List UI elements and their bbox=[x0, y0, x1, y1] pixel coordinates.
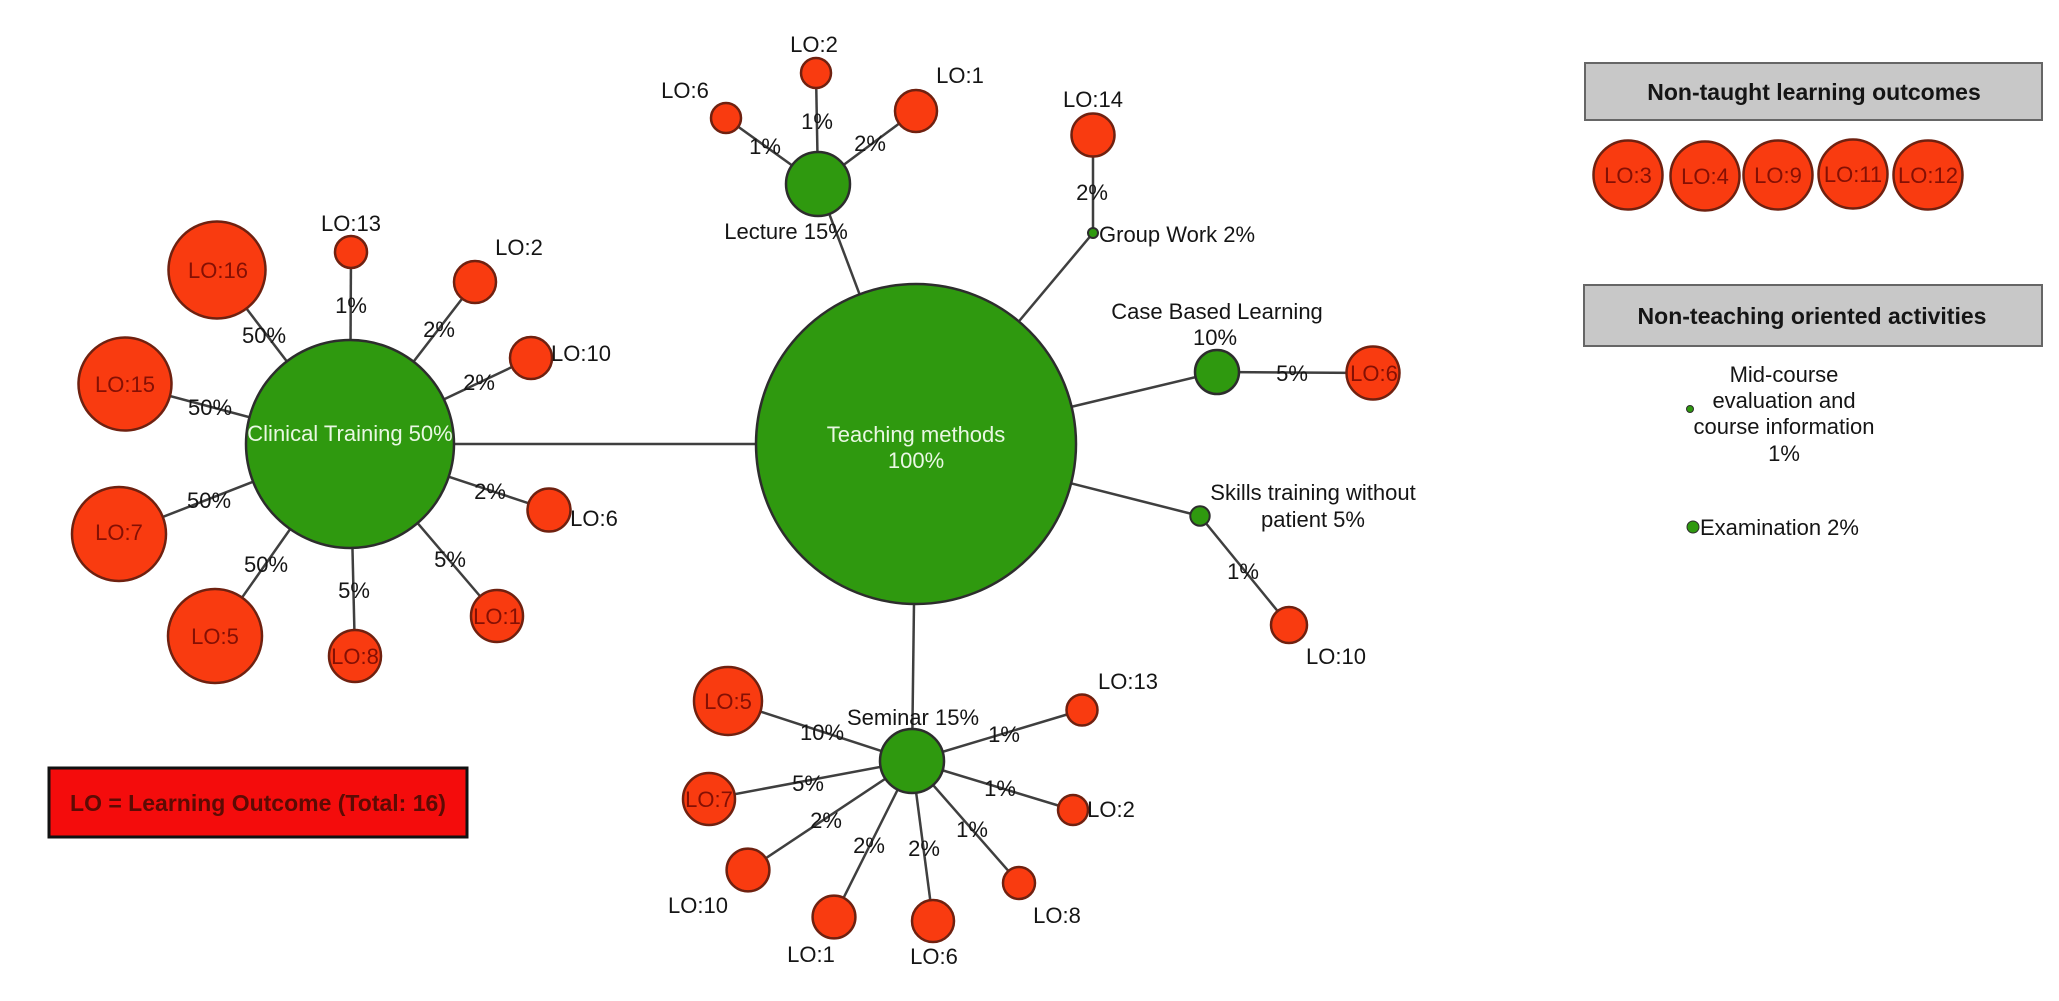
svg-text:course information: course information bbox=[1694, 414, 1875, 439]
svg-text:2%: 2% bbox=[1076, 180, 1108, 205]
svg-text:LO:2: LO:2 bbox=[495, 235, 543, 260]
svg-text:LO:10: LO:10 bbox=[668, 893, 728, 918]
svg-text:LO:8: LO:8 bbox=[1033, 903, 1081, 928]
svg-text:LO:13: LO:13 bbox=[1098, 669, 1158, 694]
svg-text:5%: 5% bbox=[434, 547, 466, 572]
svg-text:LO:9: LO:9 bbox=[1754, 163, 1802, 188]
svg-text:50%: 50% bbox=[187, 488, 231, 513]
svg-text:LO:10: LO:10 bbox=[551, 341, 611, 366]
svg-text:50%: 50% bbox=[242, 323, 286, 348]
svg-text:2%: 2% bbox=[854, 131, 886, 156]
svg-text:evaluation and: evaluation and bbox=[1712, 388, 1855, 413]
svg-text:LO:4: LO:4 bbox=[1681, 164, 1729, 189]
svg-text:LO:2: LO:2 bbox=[1087, 797, 1135, 822]
svg-text:LO:6: LO:6 bbox=[661, 78, 709, 103]
svg-text:LO:10: LO:10 bbox=[1306, 644, 1366, 669]
svg-text:5%: 5% bbox=[1276, 361, 1308, 386]
svg-text:2%: 2% bbox=[474, 479, 506, 504]
svg-text:1%: 1% bbox=[988, 722, 1020, 747]
svg-text:2%: 2% bbox=[463, 370, 495, 395]
svg-text:LO:14: LO:14 bbox=[1063, 87, 1123, 112]
svg-text:LO:11: LO:11 bbox=[1824, 162, 1882, 187]
svg-text:Non-teaching oriented activiti: Non-teaching oriented activities bbox=[1638, 303, 1987, 329]
svg-text:LO:1: LO:1 bbox=[787, 942, 835, 967]
svg-text:2%: 2% bbox=[423, 317, 455, 342]
svg-text:LO:13: LO:13 bbox=[321, 211, 381, 236]
svg-text:LO:6: LO:6 bbox=[570, 506, 618, 531]
svg-text:Group Work 2%: Group Work 2% bbox=[1099, 222, 1255, 247]
svg-text:LO:2: LO:2 bbox=[790, 32, 838, 57]
svg-text:Non-taught learning outcomes: Non-taught learning outcomes bbox=[1647, 79, 1981, 105]
svg-text:LO:6: LO:6 bbox=[1350, 361, 1398, 386]
svg-text:LO:1: LO:1 bbox=[473, 604, 521, 629]
svg-text:50%: 50% bbox=[188, 395, 232, 420]
svg-text:1%: 1% bbox=[984, 776, 1016, 801]
svg-text:5%: 5% bbox=[792, 771, 824, 796]
svg-text:100%: 100% bbox=[888, 448, 944, 473]
svg-text:Case Based Learning: Case Based Learning bbox=[1111, 299, 1323, 324]
svg-text:2%: 2% bbox=[853, 833, 885, 858]
svg-text:1%: 1% bbox=[749, 134, 781, 159]
svg-text:LO:15: LO:15 bbox=[95, 372, 155, 397]
svg-text:LO:5: LO:5 bbox=[704, 689, 752, 714]
svg-text:1%: 1% bbox=[801, 109, 833, 134]
svg-text:LO:7: LO:7 bbox=[685, 787, 733, 812]
svg-text:1%: 1% bbox=[335, 293, 367, 318]
svg-text:LO:12: LO:12 bbox=[1898, 163, 1958, 188]
svg-text:LO:3: LO:3 bbox=[1604, 163, 1652, 188]
svg-text:LO:8: LO:8 bbox=[331, 644, 379, 669]
svg-text:LO:16: LO:16 bbox=[188, 258, 248, 283]
svg-text:50%: 50% bbox=[244, 552, 288, 577]
svg-text:Mid-course: Mid-course bbox=[1730, 362, 1839, 387]
svg-text:2%: 2% bbox=[908, 836, 940, 861]
svg-text:LO:1: LO:1 bbox=[936, 63, 984, 88]
svg-text:LO = Learning Outcome (Total:: LO = Learning Outcome (Total: 16) bbox=[70, 790, 446, 816]
svg-text:Examination 2%: Examination 2% bbox=[1700, 515, 1859, 540]
svg-text:1%: 1% bbox=[956, 817, 988, 842]
svg-text:Seminar 15%: Seminar 15% bbox=[847, 705, 979, 730]
svg-text:Clinical Training 50%: Clinical Training 50% bbox=[247, 421, 452, 446]
svg-text:5%: 5% bbox=[338, 578, 370, 603]
svg-text:10%: 10% bbox=[800, 720, 844, 745]
svg-text:LO:7: LO:7 bbox=[95, 520, 143, 545]
svg-text:patient 5%: patient 5% bbox=[1261, 507, 1365, 532]
svg-text:Lecture 15%: Lecture 15% bbox=[724, 219, 848, 244]
svg-text:1%: 1% bbox=[1227, 559, 1259, 584]
svg-text:LO:6: LO:6 bbox=[910, 944, 958, 969]
svg-text:1%: 1% bbox=[1768, 441, 1800, 466]
svg-text:Teaching methods: Teaching methods bbox=[827, 422, 1006, 447]
svg-text:10%: 10% bbox=[1193, 325, 1237, 350]
svg-text:Skills training without: Skills training without bbox=[1210, 480, 1415, 505]
svg-text:LO:5: LO:5 bbox=[191, 624, 239, 649]
svg-text:2%: 2% bbox=[810, 808, 842, 833]
